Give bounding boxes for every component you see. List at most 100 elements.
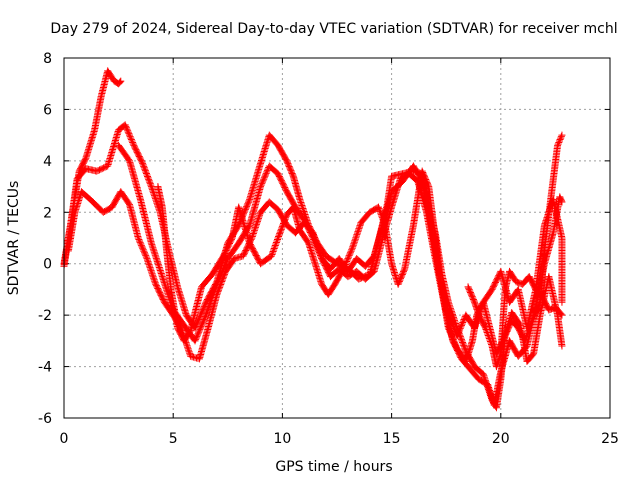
data-point [126,131,134,139]
data-point [558,131,566,139]
data-point [541,220,549,228]
data-point [315,249,323,257]
data-point [546,206,554,214]
data-point [449,336,457,344]
data-point [134,234,142,242]
data-point [260,174,268,182]
data-point [555,138,563,146]
y-tick-label: -4 [38,360,52,376]
data-point [184,345,192,353]
data-point [275,231,283,239]
data-point [211,286,219,294]
data-point [544,211,552,219]
data-point [296,195,304,203]
data-point [300,208,308,216]
data-point [460,341,468,349]
data-point [459,338,467,346]
data-point [244,198,252,206]
data-point [185,346,193,354]
data-point [279,221,287,229]
data-point [351,237,359,245]
data-point [242,204,250,212]
data-point [253,217,261,225]
data-point [200,315,208,323]
data-point [145,259,153,267]
data-point [145,177,153,185]
y-tick-label: -6 [38,411,52,427]
data-point [456,324,464,332]
data-point [311,238,319,246]
data-point [377,211,385,219]
data-point [142,253,150,261]
data-point [201,313,209,321]
data-point [276,228,284,236]
y-tick-label: 2 [43,205,52,221]
data-point [269,249,277,257]
data-point [448,333,456,341]
data-point [260,175,268,183]
data-point [341,260,349,268]
data-point [454,329,462,337]
data-point [355,225,363,233]
data-point [140,164,148,172]
data-point [213,279,221,287]
data-point [202,311,210,319]
data-point [146,178,154,186]
data-point [209,292,217,300]
grid [64,58,610,418]
data-point [185,348,193,356]
data-point [127,136,135,144]
data-point [151,279,159,287]
data-point [149,273,157,281]
data-point [482,326,490,333]
data-point [140,247,148,255]
data-point [221,260,229,268]
data-point [255,213,263,221]
data-point [210,288,218,296]
x-tick-label: 0 [60,431,69,447]
data-point [115,79,123,87]
data-point [148,186,156,194]
data-point [348,244,356,252]
data-point [558,342,566,350]
data-point [278,224,286,232]
data-point [137,241,145,249]
data-point [243,203,251,211]
data-point [349,243,357,251]
data-point [271,243,279,251]
data-point [207,298,215,306]
data-point [184,343,192,351]
data-point [486,336,494,344]
data-point [205,302,213,310]
data-point [243,201,251,209]
data-point [557,310,565,318]
data-point [424,181,432,189]
data-point [208,294,216,302]
data-point [147,267,155,275]
data-point [350,240,358,248]
data-point [309,234,317,242]
data-point [343,258,351,266]
data-point [196,325,204,333]
data-point [262,171,270,179]
data-point [141,165,149,173]
data-point [379,215,387,223]
x-axis-label: GPS time / hours [275,459,392,475]
data-point [274,234,282,242]
data-point [459,340,467,348]
data-point [270,246,278,254]
data-point [449,334,457,342]
data-point [352,234,360,242]
data-point [197,323,205,331]
data-point [117,77,125,85]
data-point [142,170,150,178]
data-point [480,372,488,380]
data-point [129,140,137,148]
data-point [135,235,143,243]
data-point [217,272,225,280]
data-point [191,337,199,345]
data-point [457,334,465,342]
data-point [263,166,271,174]
data-point [352,232,360,240]
data-point [557,197,565,205]
